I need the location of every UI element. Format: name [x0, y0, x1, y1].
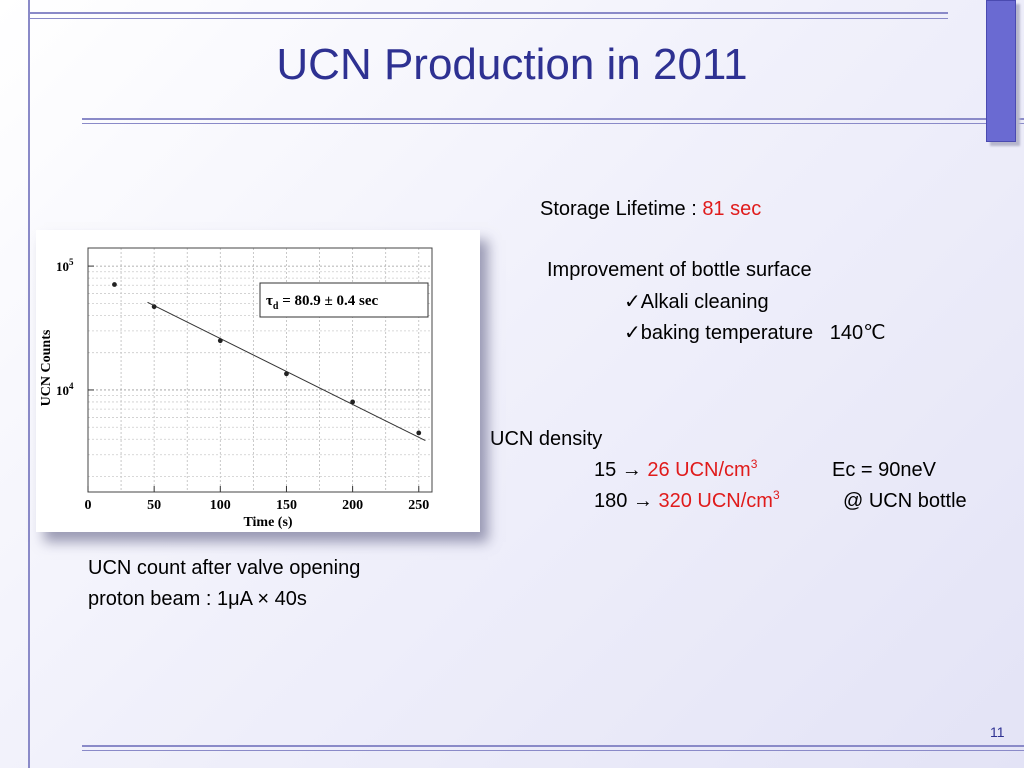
- top-rule-thin: [28, 18, 948, 19]
- x-tick-label: 150: [276, 498, 297, 513]
- plot-frame: [87, 247, 433, 493]
- improvement-item-label: Alkali cleaning: [640, 291, 769, 313]
- x-tick-label: 200: [342, 498, 363, 513]
- x-axis-ticks: 0 50 100 150 200 250: [85, 486, 429, 513]
- left-rule: [28, 0, 30, 768]
- x-tick-label: 250: [408, 498, 429, 513]
- annotation-box: [259, 282, 429, 318]
- slide-title: UCN Production in 2011: [276, 40, 748, 89]
- check-icon: ✓: [624, 291, 641, 313]
- annotation-text: τd = 80.9 ± 0.4 sec: [266, 293, 379, 312]
- density-row-from: 15 →: [594, 459, 648, 481]
- improvement-item-alkali: ✓Alkali cleaning: [624, 289, 769, 314]
- decay-chart: 0 50 100 150 200 250 105 104 Time (s) UCN Coun…: [36, 230, 480, 532]
- bottom-rule: [82, 745, 1024, 747]
- density-row-from: 180 →: [594, 490, 659, 512]
- density-row-value: 26 UCN/cm3: [647, 457, 758, 481]
- bottom-rule-thin: [82, 750, 1024, 751]
- x-tick-label: 100: [210, 498, 231, 513]
- storage-lifetime-value: 81 sec: [702, 198, 762, 220]
- data-point: [112, 282, 117, 287]
- density-row-1: 15 → 26 UCN/cm3: [594, 457, 758, 482]
- density-row-value: 320 UCN/cm3: [658, 488, 780, 512]
- storage-lifetime: Storage Lifetime : 81 sec: [540, 198, 761, 221]
- density-row-1-note: Ec = 90neV: [832, 459, 936, 481]
- storage-lifetime-label: Storage Lifetime :: [540, 198, 703, 220]
- density-row-2-note: @ UCN bottle: [843, 490, 967, 512]
- chart-grid: [88, 248, 432, 492]
- data-point: [416, 430, 422, 436]
- chart-caption-line-1: UCN count after valve opening: [88, 557, 361, 579]
- x-tick-label: 50: [147, 498, 161, 513]
- x-axis-label: Time (s): [243, 515, 292, 530]
- decay-chart-svg: 0 50 100 150 200 250 105 104 Time (s) UCN Coun…: [39, 247, 433, 530]
- y-axis-label: UCN Counts: [39, 329, 54, 406]
- chart-caption-line-2: proton beam : 1μA × 40s: [88, 588, 307, 610]
- y-tick-label: 104: [56, 381, 74, 398]
- data-point: [217, 338, 223, 344]
- improvement-heading: Improvement of bottle surface: [547, 259, 812, 281]
- improvement-item-label: baking temperature 140℃: [640, 322, 886, 344]
- improvement-item-baking: ✓baking temperature 140℃: [624, 320, 886, 345]
- y-tick-label: 105: [56, 257, 74, 274]
- data-point: [284, 371, 289, 377]
- density-row-2: 180 → 320 UCN/cm3: [594, 488, 780, 513]
- density-heading: UCN density: [490, 428, 603, 450]
- top-rule: [28, 12, 948, 14]
- data-point: [151, 304, 157, 310]
- title-underline: [82, 118, 1024, 120]
- corner-accent-bar: [986, 0, 1016, 142]
- data-points: [112, 282, 422, 436]
- title-underline-thin: [82, 123, 1024, 124]
- page-number: 11: [990, 724, 1005, 740]
- x-tick-label: 0: [85, 498, 92, 513]
- y-axis-ticks: 105 104: [56, 257, 94, 398]
- check-icon: ✓: [624, 322, 641, 344]
- data-point: [350, 399, 356, 405]
